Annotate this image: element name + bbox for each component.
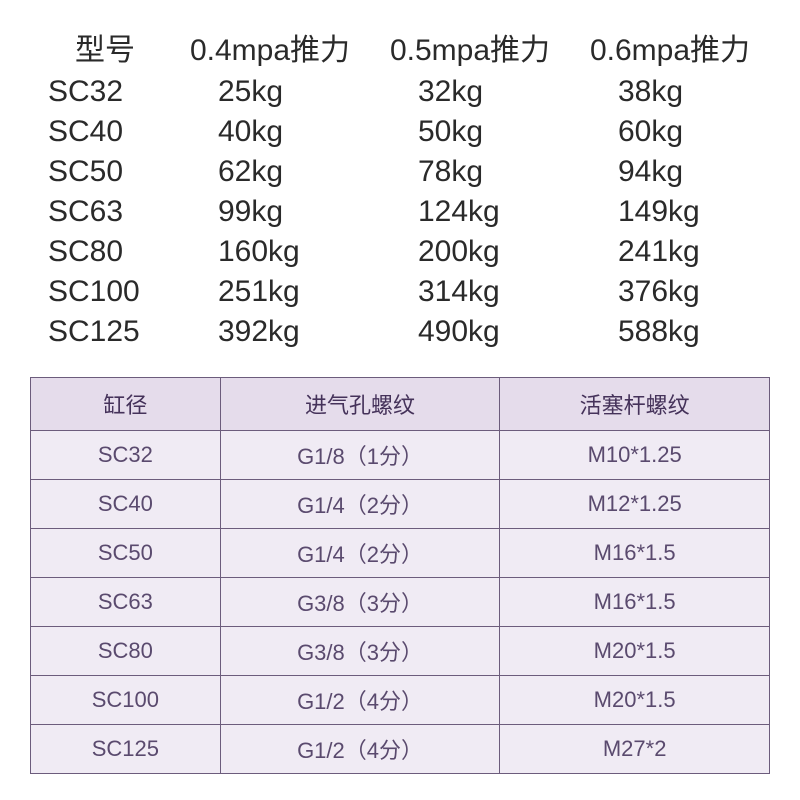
thrust-row: SC32 25kg 32kg 38kg (30, 75, 770, 109)
thread-cell-port: G1/2（4分） (220, 676, 500, 725)
thrust-cell-p06: 241kg (570, 235, 770, 269)
thread-cell-bore: SC50 (31, 529, 221, 578)
thrust-row: SC100 251kg 314kg 376kg (30, 275, 770, 309)
thrust-cell-p06: 94kg (570, 155, 770, 189)
thread-cell-port: G3/8（3分） (220, 578, 500, 627)
thread-cell-rod: M12*1.25 (500, 480, 770, 529)
thrust-cell-p05: 124kg (370, 195, 570, 229)
thrust-cell-p05: 50kg (370, 115, 570, 149)
thrust-header-04mpa: 0.4mpa推力 (170, 25, 370, 69)
thrust-cell-model: SC63 (40, 195, 170, 229)
thread-cell-bore: SC40 (31, 480, 221, 529)
thrust-row: SC40 40kg 50kg 60kg (30, 115, 770, 149)
thrust-row: SC50 62kg 78kg 94kg (30, 155, 770, 189)
thread-header-rod: 活塞杆螺纹 (500, 378, 770, 431)
thread-cell-rod: M27*2 (500, 725, 770, 774)
thread-cell-port: G3/8（3分） (220, 627, 500, 676)
thrust-cell-model: SC80 (40, 235, 170, 269)
thread-row: SC40 G1/4（2分） M12*1.25 (31, 480, 770, 529)
thread-cell-bore: SC100 (31, 676, 221, 725)
thrust-header-06mpa: 0.6mpa推力 (570, 25, 770, 69)
thread-cell-rod: M20*1.5 (500, 676, 770, 725)
thread-cell-rod: M16*1.5 (500, 529, 770, 578)
thread-cell-rod: M16*1.5 (500, 578, 770, 627)
thrust-cell-model: SC32 (40, 75, 170, 109)
thread-cell-bore: SC125 (31, 725, 221, 774)
thrust-cell-p04: 251kg (170, 275, 370, 309)
thread-cell-bore: SC63 (31, 578, 221, 627)
thrust-row: SC125 392kg 490kg 588kg (30, 315, 770, 349)
thrust-cell-p04: 40kg (170, 115, 370, 149)
thread-cell-port: G1/8（1分） (220, 431, 500, 480)
thrust-cell-p05: 200kg (370, 235, 570, 269)
thread-cell-port: G1/4（2分） (220, 480, 500, 529)
thread-cell-rod: M20*1.5 (500, 627, 770, 676)
thrust-row: SC63 99kg 124kg 149kg (30, 195, 770, 229)
thread-row: SC125 G1/2（4分） M27*2 (31, 725, 770, 774)
thrust-cell-p06: 588kg (570, 315, 770, 349)
thread-row: SC63 G3/8（3分） M16*1.5 (31, 578, 770, 627)
thread-cell-bore: SC32 (31, 431, 221, 480)
thrust-cell-p04: 62kg (170, 155, 370, 189)
thread-cell-port: G1/4（2分） (220, 529, 500, 578)
thread-cell-bore: SC80 (31, 627, 221, 676)
thread-header-port: 进气孔螺纹 (220, 378, 500, 431)
thrust-cell-p04: 392kg (170, 315, 370, 349)
thrust-cell-p04: 25kg (170, 75, 370, 109)
thrust-header-05mpa: 0.5mpa推力 (370, 25, 570, 69)
thrust-cell-p06: 38kg (570, 75, 770, 109)
thread-cell-port: G1/2（4分） (220, 725, 500, 774)
thrust-cell-p06: 149kg (570, 195, 770, 229)
thrust-cell-p04: 160kg (170, 235, 370, 269)
thread-row: SC80 G3/8（3分） M20*1.5 (31, 627, 770, 676)
thrust-cell-model: SC100 (40, 275, 170, 309)
thrust-cell-p04: 99kg (170, 195, 370, 229)
thrust-table: 型号 0.4mpa推力 0.5mpa推力 0.6mpa推力 SC32 25kg … (30, 25, 770, 349)
thrust-cell-model: SC40 (40, 115, 170, 149)
thrust-cell-model: SC125 (40, 315, 170, 349)
thrust-cell-p06: 60kg (570, 115, 770, 149)
thread-header-row: 缸径 进气孔螺纹 活塞杆螺纹 (31, 378, 770, 431)
thrust-cell-p05: 314kg (370, 275, 570, 309)
thread-row: SC100 G1/2（4分） M20*1.5 (31, 676, 770, 725)
thrust-cell-p05: 32kg (370, 75, 570, 109)
thread-cell-rod: M10*1.25 (500, 431, 770, 480)
thrust-cell-p05: 490kg (370, 315, 570, 349)
thrust-cell-p06: 376kg (570, 275, 770, 309)
thrust-header-model: 型号 (40, 25, 170, 69)
thread-row: SC32 G1/8（1分） M10*1.25 (31, 431, 770, 480)
thread-table: 缸径 进气孔螺纹 活塞杆螺纹 SC32 G1/8（1分） M10*1.25 SC… (30, 377, 770, 774)
thread-row: SC50 G1/4（2分） M16*1.5 (31, 529, 770, 578)
thrust-row: SC80 160kg 200kg 241kg (30, 235, 770, 269)
thrust-cell-p05: 78kg (370, 155, 570, 189)
thrust-header-row: 型号 0.4mpa推力 0.5mpa推力 0.6mpa推力 (30, 25, 770, 69)
thrust-cell-model: SC50 (40, 155, 170, 189)
thread-header-bore: 缸径 (31, 378, 221, 431)
